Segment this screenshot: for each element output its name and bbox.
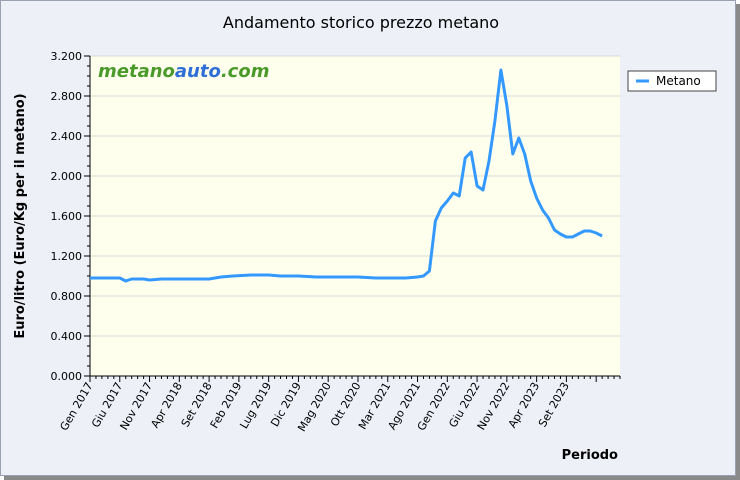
legend-box [627, 70, 717, 92]
y-tick-label: 3.200 [51, 50, 83, 63]
y-axis: 0.000 0.400 0.800 1.200 1.600 2.000 2.400 2.800… [51, 50, 91, 383]
y-tick-label: 0.800 [51, 290, 83, 303]
y-tick-label: 2.800 [51, 90, 83, 103]
grid-lines [90, 55, 620, 337]
y-tick-label: 2.000 [51, 170, 83, 183]
y-tick-label: 0.000 [51, 370, 83, 383]
x-axis-label: Periodo [562, 448, 618, 463]
y-tick-label: 1.200 [51, 250, 83, 263]
series-line-metano [90, 68, 603, 283]
watermark-logo: metanoauto.com [98, 61, 269, 82]
y-axis-label: Euro/litro (Euro/Kg per il metano) [13, 93, 28, 338]
y-tick-label: 0.400 [51, 330, 83, 343]
legend-label-metano: Metano [656, 74, 701, 88]
y-tick-label: 2.400 [51, 130, 83, 143]
y-tick-label: 1.600 [51, 210, 83, 223]
chart-title: Andamento storico prezzo metano [223, 13, 499, 32]
x-tick-label: Gen 2017 [57, 380, 95, 433]
legend: Metano [627, 70, 717, 92]
